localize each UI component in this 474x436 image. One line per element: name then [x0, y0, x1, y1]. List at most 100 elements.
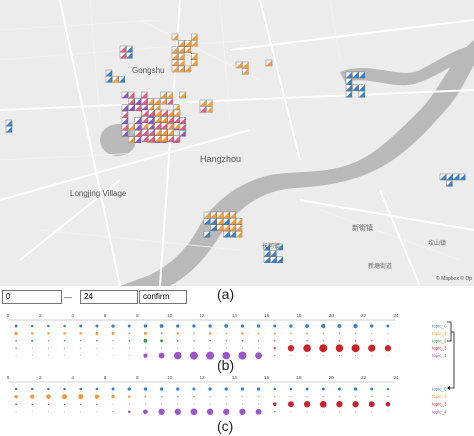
topic-dot[interactable] [240, 324, 245, 328]
legend-topic_0[interactable]: topic_0 [432, 387, 447, 392]
topic-dot[interactable] [209, 403, 211, 405]
topic-dot[interactable] [176, 395, 179, 398]
topic-dot[interactable] [371, 355, 373, 357]
topic-dot[interactable] [15, 411, 17, 413]
topic-dot[interactable] [354, 332, 357, 335]
topic-dot[interactable] [371, 411, 373, 413]
topic-dot[interactable] [322, 340, 324, 342]
topic-dot[interactable] [387, 340, 389, 342]
topic-dot[interactable] [80, 347, 82, 349]
topic-dot[interactable] [338, 395, 341, 398]
topic-dot[interactable] [387, 411, 389, 413]
topic-dot[interactable] [79, 387, 83, 391]
topic-dot[interactable] [225, 332, 228, 335]
topic-dot[interactable] [15, 403, 17, 406]
topic-dot[interactable] [303, 344, 311, 352]
topic-dot[interactable] [225, 395, 227, 398]
topic-dot[interactable] [306, 395, 308, 398]
topic-dot[interactable] [111, 324, 115, 328]
topic-dot[interactable] [30, 394, 35, 399]
topic-dot[interactable] [176, 387, 180, 391]
topic-dot[interactable] [79, 332, 83, 335]
topic-dot[interactable] [193, 340, 195, 342]
topic-dot[interactable] [64, 411, 66, 413]
topic-dot[interactable] [208, 387, 212, 391]
topic-dot[interactable] [322, 355, 324, 357]
legend-topic_1[interactable]: topic_1 [432, 394, 447, 399]
topic-dot[interactable] [225, 403, 227, 405]
topic-dot[interactable] [274, 354, 276, 357]
topic-dot[interactable] [128, 355, 130, 357]
topic-dot[interactable] [128, 347, 130, 349]
topic-dot[interactable] [290, 395, 292, 398]
topic-dot[interactable] [353, 323, 358, 329]
topic-dot[interactable] [111, 394, 115, 399]
topic-dot[interactable] [64, 355, 65, 356]
topic-dot[interactable] [290, 411, 292, 413]
topic-dot[interactable] [355, 411, 357, 413]
topic-dot[interactable] [306, 355, 308, 357]
topic-dot[interactable] [143, 353, 148, 358]
topic-dot[interactable] [208, 324, 212, 328]
topic-dot[interactable] [127, 410, 131, 414]
topic-dot[interactable] [96, 411, 98, 413]
topic-dot[interactable] [241, 332, 244, 335]
topic-dot[interactable] [176, 339, 179, 342]
topic-dot[interactable] [193, 332, 195, 335]
topic-dot[interactable] [64, 347, 66, 349]
topic-dot[interactable] [338, 332, 341, 335]
topic-dot[interactable] [189, 351, 198, 360]
topic-dot[interactable] [192, 324, 196, 328]
topic-dot[interactable] [384, 345, 392, 352]
topic-dot[interactable] [96, 347, 98, 349]
topic-dot[interactable] [31, 347, 33, 349]
topic-dot[interactable] [31, 355, 33, 356]
topic-dot[interactable] [209, 347, 211, 349]
topic-dot[interactable] [274, 411, 276, 413]
topic-dot[interactable] [31, 403, 33, 405]
topic-dot[interactable] [256, 324, 261, 328]
topic-dot[interactable] [95, 387, 99, 391]
topic-dot[interactable] [14, 387, 18, 391]
topic-dot[interactable] [30, 332, 34, 335]
topic-dot[interactable] [240, 387, 245, 391]
topic-dot[interactable] [160, 332, 163, 335]
topic-dot[interactable] [273, 387, 277, 391]
topic-dot[interactable] [80, 403, 82, 405]
topic-dot[interactable] [15, 355, 17, 356]
topic-dot[interactable] [112, 355, 114, 356]
topic-dot[interactable] [303, 401, 311, 408]
topic-dot[interactable] [159, 387, 164, 391]
topic-dot[interactable] [112, 347, 114, 349]
topic-dot[interactable] [47, 411, 49, 413]
topic-dot[interactable] [206, 408, 214, 415]
topic-dot[interactable] [385, 401, 391, 407]
topic-dot[interactable] [337, 324, 342, 328]
topic-dot[interactable] [241, 339, 244, 342]
legend-topic_3[interactable]: topic_3 [432, 402, 447, 407]
topic-dot[interactable] [355, 355, 357, 357]
topic-dot[interactable] [386, 324, 390, 328]
topic-dot[interactable] [112, 340, 114, 342]
topic-dot[interactable] [273, 347, 276, 350]
topic-dot[interactable] [338, 355, 340, 357]
topic-dot[interactable] [387, 355, 389, 356]
topic-dot[interactable] [370, 387, 374, 391]
topic-dot[interactable] [15, 339, 17, 342]
topic-dot[interactable] [192, 387, 196, 391]
topic-dot[interactable] [193, 403, 195, 405]
topic-dot[interactable] [338, 340, 341, 342]
topic-dot[interactable] [238, 351, 247, 360]
topic-dot[interactable] [95, 324, 99, 328]
topic-dot[interactable] [257, 395, 260, 398]
topic-dot[interactable] [80, 340, 82, 342]
topic-dot[interactable] [354, 395, 357, 398]
topic-dot[interactable] [160, 339, 164, 343]
topic-dot[interactable] [257, 340, 260, 342]
topic-dot[interactable] [31, 411, 33, 413]
topic-dot[interactable] [127, 387, 131, 391]
topic-dot[interactable] [176, 332, 180, 335]
topic-dot[interactable] [128, 332, 131, 335]
topic-dot[interactable] [371, 340, 373, 342]
topic-dot[interactable] [258, 403, 260, 405]
